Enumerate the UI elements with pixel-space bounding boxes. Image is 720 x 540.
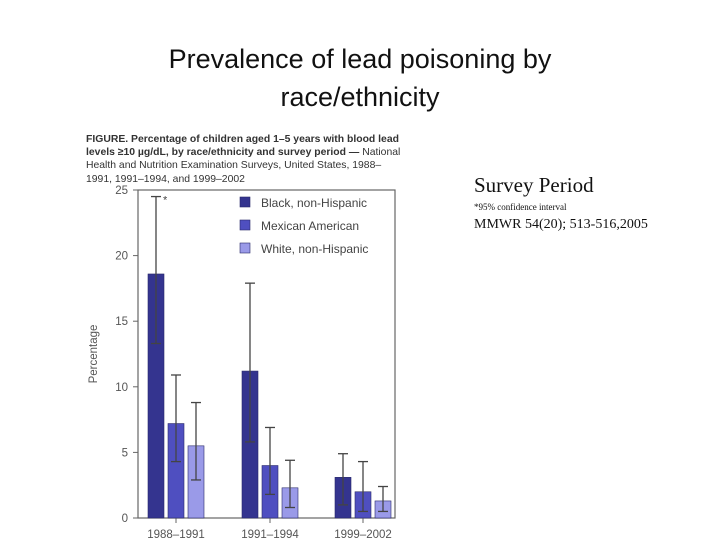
chart-axes: 0 5 10 15 20 25 Percentage 1988–1991 1991–1994 19…: [88, 185, 396, 540]
legend-label: White, non-Hispanic: [261, 242, 368, 256]
y-axis-label: Percentage: [88, 325, 100, 384]
x-tick-label: 1988–1991: [147, 529, 205, 540]
legend-swatch: [239, 219, 251, 231]
confidence-interval-note: *95% confidence interval: [474, 202, 567, 212]
legend-label: Mexican American: [261, 219, 359, 233]
figure-caption: FIGURE. Percentage of children aged 1–5 …: [86, 133, 406, 186]
side-notes: Survey Period *95% confidence interval M…: [474, 172, 648, 234]
slide-title: Prevalence of lead poisoning by race/eth…: [0, 40, 720, 116]
y-tick-label: 25: [115, 185, 128, 197]
y-tick-label: 20: [115, 251, 128, 263]
slide-title-line1: Prevalence of lead poisoning by: [168, 44, 552, 74]
y-tick-label: 0: [122, 513, 128, 525]
chart-bars: *: [147, 195, 392, 519]
x-tick-label: 1991–1994: [241, 529, 299, 540]
y-tick-label: 10: [115, 382, 128, 394]
reference-citation: MMWR 54(20); 513-516,2005: [474, 217, 648, 232]
y-tick-label: 15: [115, 316, 128, 328]
x-tick-label: 1999–2002: [334, 529, 392, 540]
y-tick-label: 5: [122, 447, 128, 459]
asterisk-annotation: *: [163, 195, 168, 207]
survey-period-label: Survey Period: [474, 173, 594, 197]
figure-caption-bold: FIGURE. Percentage of children aged 1–5 …: [86, 134, 399, 159]
legend-swatch: [239, 196, 251, 208]
legend-label: Black, non-Hispanic: [261, 196, 367, 210]
legend-swatch: [239, 242, 251, 254]
slide-title-line2: race/ethnicity: [280, 82, 440, 112]
figure-caption-rest: National Health and Nutrition Examinatio…: [86, 147, 401, 185]
chart-legend: Black, non-Hispanic Mexican American White…: [239, 196, 368, 256]
